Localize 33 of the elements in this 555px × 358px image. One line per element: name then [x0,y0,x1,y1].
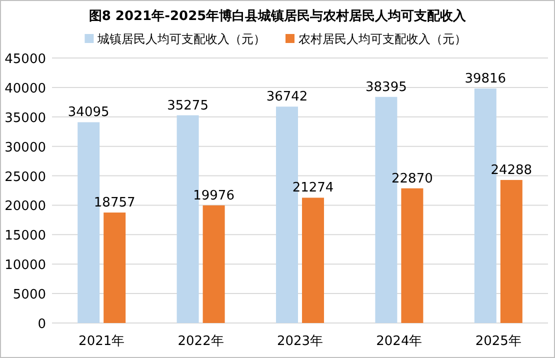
data-label: 19976 [193,188,234,204]
data-label: 36742 [266,90,308,105]
data-label: 34095 [68,105,110,120]
bar [500,180,522,323]
data-label: 24288 [490,162,532,178]
y-tick-label: 45000 [4,52,46,67]
data-label: 35275 [167,98,208,114]
data-label: 38395 [366,80,407,95]
x-tick-label: 2021年 [78,334,125,349]
bar [202,205,225,323]
y-tick-label: 25000 [4,170,46,185]
data-label: 18757 [94,196,136,211]
y-tick-label: 40000 [4,81,46,96]
data-label: 21274 [292,180,334,196]
y-tick-label: 10000 [4,258,46,274]
data-label: 22870 [392,171,433,186]
x-tick-label: 2025年 [475,334,522,349]
y-tick-label: 15000 [4,228,46,244]
data-label: 39816 [464,72,506,87]
legend-label: 农村居民人均可支配收入（元） [298,32,466,46]
x-tick-label: 2022年 [178,334,224,349]
y-tick-label: 20000 [4,199,46,214]
x-tick-label: 2023年 [276,334,324,349]
y-tick-label: 30000 [4,140,46,156]
legend-label: 城镇居民人均可支配收入（元） [96,32,266,46]
y-tick-label: 35000 [4,110,46,126]
chart-title: 图8 2021年-2025年博白县城镇居民与农村居民人均可支配收入 [88,8,468,24]
x-tick-label: 2024年 [376,334,422,349]
bar [401,188,424,323]
bar [104,212,126,323]
y-tick-label: 0 [38,317,46,332]
bar [302,198,324,323]
y-tick-label: 5000 [12,288,46,303]
